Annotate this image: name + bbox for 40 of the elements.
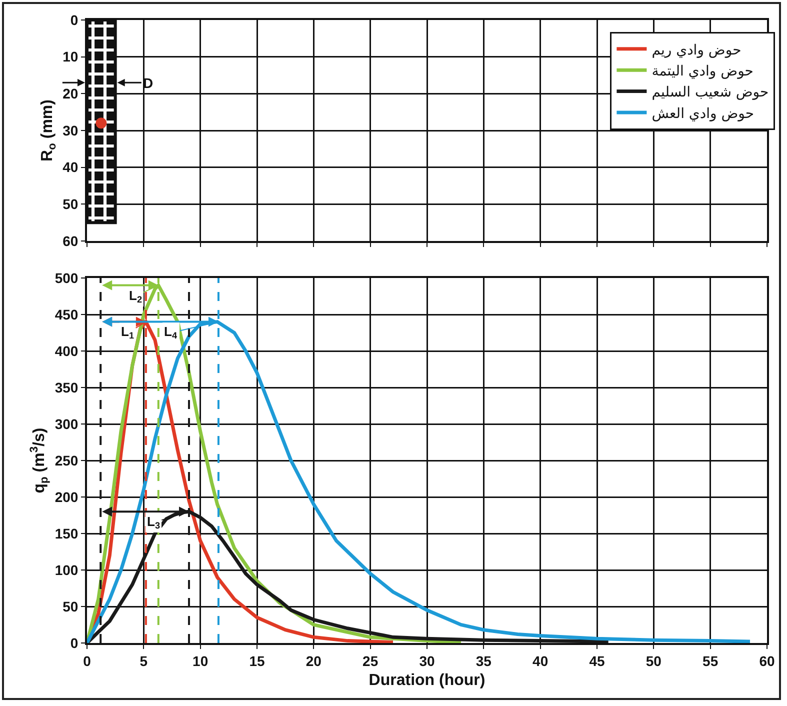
y-tick-label: 350 [54,379,78,396]
y-tick-label: 30 [62,122,78,138]
y-tick-label: 20 [62,86,78,102]
x-tick-label: 15 [249,652,265,669]
y-tick-label: 200 [54,488,78,505]
x-tick-label: 25 [362,652,378,669]
legend-label: حوض وادي اليتمة [652,64,754,80]
x-tick-label: 5 [140,652,148,669]
y-tick-label: 400 [54,342,78,359]
x-tick-label: 20 [306,652,322,669]
x-tick-label: 10 [192,652,208,669]
y-tick-label: 50 [62,598,78,614]
x-tick-label: 40 [532,652,548,669]
y-tick-label: 250 [54,452,78,468]
y-tick-label: 10 [62,48,78,65]
annotation: L$_{3}$ [147,514,160,531]
legend-label: حوض وادي العش [652,106,754,122]
y-tick-label: 60 [62,232,78,249]
y-tick-label: 40 [62,159,78,176]
x-tick-label: 30 [419,652,435,669]
y-tick-label: 150 [54,525,78,542]
y-tick-label: 50 [62,196,78,212]
annotation: L$_{2}$ [129,288,142,305]
annotation: L$_{1}$ [121,324,134,341]
y-tick-label: 300 [54,416,78,432]
x-tick-label: 55 [702,652,718,669]
x-tick-label: 35 [476,652,492,669]
legend-label: حوض وادي ريم [652,42,742,58]
y-tick-label: 0 [70,634,78,651]
y-tick-label: 100 [54,562,78,578]
x-axis-title: Duration (hour) [368,672,486,689]
annotation: L$_{4}$ [164,324,178,341]
y-tick-label: 450 [54,306,78,322]
x-tick-label: 45 [589,652,605,669]
y-tick-label: 0 [70,12,78,28]
legend-label: حوض شعيب السليم [652,84,769,101]
x-tick-label: 60 [759,652,775,669]
x-tick-label: 50 [646,652,662,669]
x-tick-label: 0 [83,652,92,669]
y-tick-label: 500 [54,270,78,286]
